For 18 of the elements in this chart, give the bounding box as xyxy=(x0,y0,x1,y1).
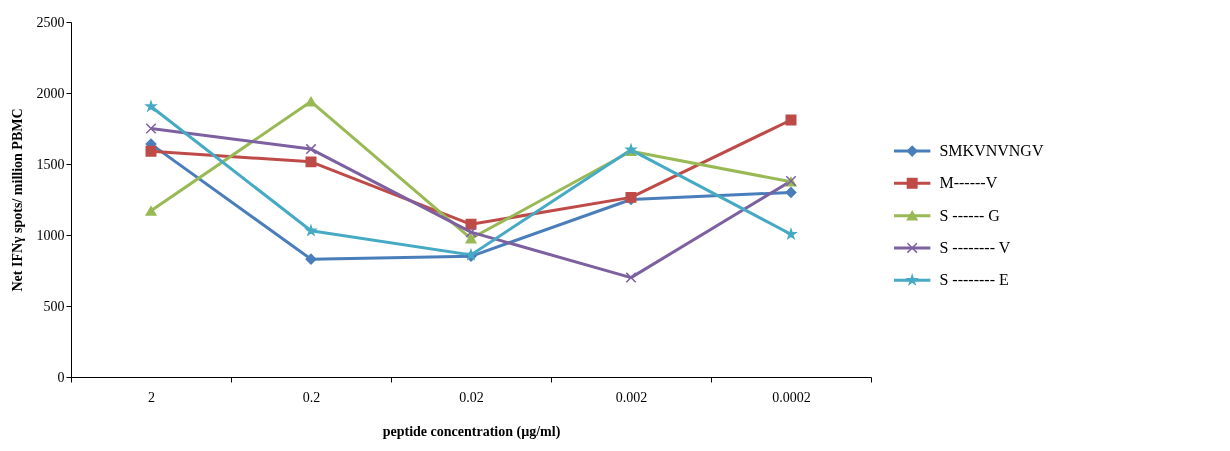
y-tick-label: 2000 xyxy=(36,85,65,101)
legend-label: S -------- E xyxy=(939,271,1009,289)
x-tick-label: 0.0002 xyxy=(772,389,811,405)
y-tick-label: 1000 xyxy=(36,227,65,243)
x-tick-label: 0.002 xyxy=(615,389,648,405)
legend-label: S ------ G xyxy=(939,206,1001,224)
y-tick-label: 1500 xyxy=(36,156,65,172)
legend-label: S -------- V xyxy=(939,238,1011,256)
x-axis-title: peptide concentration (µg/ml) xyxy=(382,423,561,440)
y-tick-label: 2500 xyxy=(36,14,65,30)
x-tick-label: 2 xyxy=(148,389,155,405)
y-tick-label: 0 xyxy=(57,369,65,385)
legend-label: SMKVNVNGV xyxy=(939,142,1044,160)
x-tick-label: 0.2 xyxy=(302,389,321,405)
y-tick-label: 500 xyxy=(43,298,65,314)
legend-label: M------V xyxy=(939,174,998,192)
x-tick-label: 0.02 xyxy=(459,389,484,405)
y-axis-title: Net IFNγ spots/ million PBMC xyxy=(9,108,25,292)
